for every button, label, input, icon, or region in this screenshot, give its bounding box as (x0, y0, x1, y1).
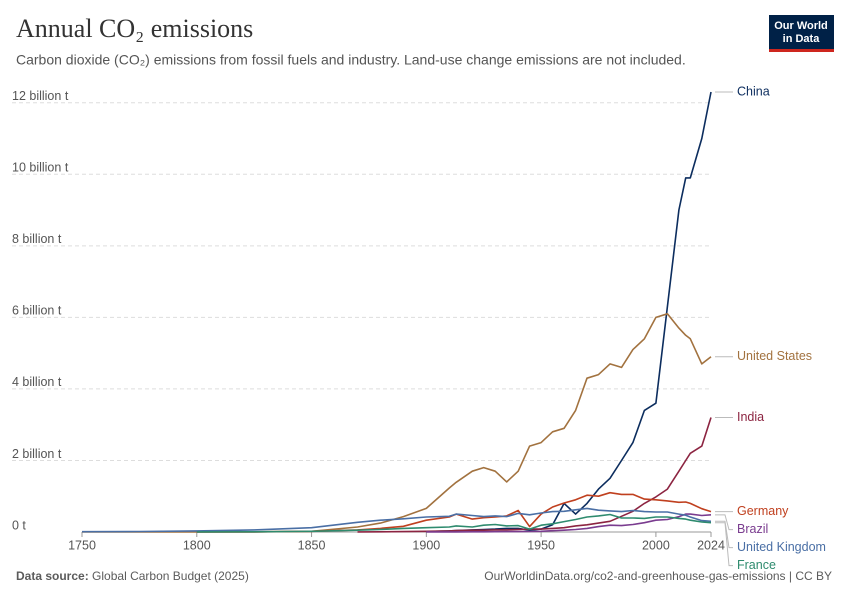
y-tick-label: 0 t (12, 518, 26, 532)
series-line (81, 507, 712, 533)
legend-label: United Kingdom (737, 540, 826, 554)
logo[interactable]: Our World in Data (769, 15, 834, 52)
x-tick-label: 1800 (183, 538, 211, 552)
legend-label: China (737, 84, 770, 98)
legend-label: Brazil (737, 522, 768, 536)
logo-bar (769, 49, 834, 52)
y-tick-label: 6 billion t (12, 304, 62, 318)
legend-label: Germany (737, 504, 789, 518)
x-tick-label: 2000 (642, 538, 670, 552)
x-tick-label: 2024 (697, 538, 725, 552)
credit[interactable]: OurWorldinData.org/co2-and-greenhouse-ga… (484, 569, 832, 583)
label-connector (715, 522, 733, 567)
source-label: Data source: (16, 569, 89, 583)
series-line (426, 91, 712, 533)
chart-subtitle: Carbon dioxide (CO₂) emissions from foss… (16, 52, 686, 68)
logo-text: in Data (783, 33, 821, 45)
x-tick-label: 1750 (68, 538, 96, 552)
y-tick-label: 10 billion t (12, 161, 69, 175)
legend-label: United States (737, 349, 812, 363)
source: Data source: Global Carbon Budget (2025) (16, 569, 249, 583)
x-tick-label: 1950 (527, 538, 555, 552)
series-line (357, 417, 712, 533)
y-tick-label: 12 billion t (12, 89, 69, 103)
series-line (426, 513, 712, 533)
label-connector (715, 514, 733, 531)
series-line (196, 513, 712, 533)
series-line (82, 313, 712, 533)
x-tick-label: 1900 (412, 538, 440, 552)
series-line (196, 491, 712, 533)
legend-label: France (737, 558, 776, 572)
legend-label: India (737, 410, 764, 424)
logo-text: Our World (774, 20, 828, 32)
y-tick-label: 2 billion t (12, 447, 62, 461)
x-tick-label: 1850 (298, 538, 326, 552)
y-tick-label: 4 billion t (12, 375, 62, 389)
chart-title: Annual CO₂ emissions (16, 14, 253, 43)
y-tick-label: 8 billion t (12, 232, 62, 246)
source-text: Global Carbon Budget (2025) (92, 569, 249, 583)
logo-box (769, 15, 834, 52)
label-connector (715, 520, 733, 549)
